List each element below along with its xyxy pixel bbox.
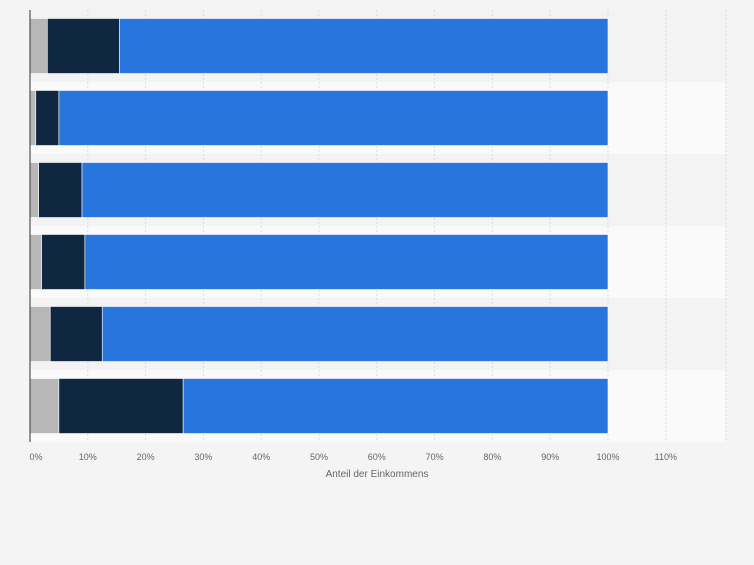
bar-segment-series-2-row-3[interactable]	[38, 162, 83, 218]
x-tick-label: 10%	[79, 452, 97, 462]
bar-segment-series-1-row-1[interactable]	[29, 18, 48, 74]
x-tick-label: 90%	[541, 452, 559, 462]
bar-segment-series-2-row-6[interactable]	[58, 378, 184, 434]
bar-segment-series-3-row-2[interactable]	[58, 90, 609, 146]
bar-segment-series-2-row-4[interactable]	[41, 234, 86, 290]
x-tick-label: 20%	[137, 452, 155, 462]
bar-segment-series-1-row-4[interactable]	[29, 234, 42, 290]
x-tick-label: 100%	[596, 452, 619, 462]
bar-segment-series-3-row-6[interactable]	[182, 378, 609, 434]
row-bands	[30, 10, 726, 442]
x-axis-label: Anteil der Einkommens	[326, 469, 429, 480]
bar-segment-series-2-row-1[interactable]	[47, 18, 120, 74]
bar-segment-series-3-row-4[interactable]	[84, 234, 609, 290]
bar-segment-series-3-row-1[interactable]	[119, 18, 609, 74]
x-tick-label: 70%	[426, 452, 444, 462]
bar-segment-series-1-row-6[interactable]	[29, 378, 60, 434]
x-tick-label: 0%	[29, 452, 42, 462]
x-tick-label: 30%	[194, 452, 212, 462]
bar-segment-series-2-row-5[interactable]	[49, 306, 103, 362]
bar-segment-series-2-row-2[interactable]	[35, 90, 60, 146]
gridlines	[87, 10, 727, 442]
bars	[29, 18, 609, 434]
bar-segment-series-3-row-5[interactable]	[101, 306, 609, 362]
x-tick-label: 50%	[310, 452, 328, 462]
x-tick-label: 110%	[655, 452, 677, 462]
x-tick-label: 40%	[252, 452, 270, 462]
bar-segment-series-3-row-3[interactable]	[81, 162, 609, 218]
bar-segment-series-1-row-3[interactable]	[29, 162, 39, 218]
x-tick-labels: 0% 10% 20% 30% 40% 50% 60% 70% 80% 90% 100% 110%	[29, 452, 676, 462]
bar-segment-series-1-row-5[interactable]	[29, 306, 51, 362]
bar-segment-series-1-row-2[interactable]	[29, 90, 37, 146]
x-tick-label: 80%	[483, 452, 501, 462]
x-tick-label: 60%	[368, 452, 386, 462]
